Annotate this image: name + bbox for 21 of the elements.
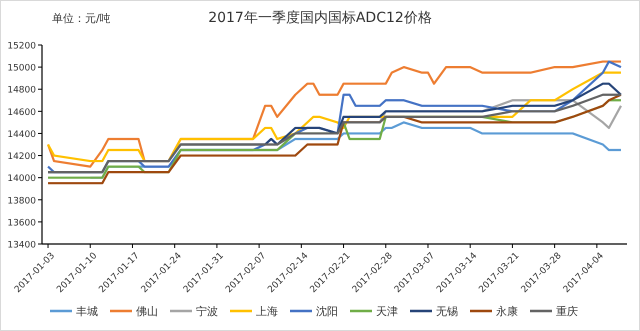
y-tick-label: 13600 <box>7 218 36 228</box>
text: 单位：元/吨 <box>52 12 111 25</box>
legend-label: 无锡 <box>436 305 458 318</box>
y-tick-label: 13800 <box>7 196 36 206</box>
y-tick-label: 14200 <box>7 152 36 162</box>
chart-title: 2017年一季度国内国标ADC12价格 <box>208 10 432 26</box>
y-tick-label: 14000 <box>7 174 36 184</box>
legend-label: 永康 <box>496 305 518 318</box>
y-tick-label: 15200 <box>7 42 36 52</box>
legend-label: 佛山 <box>136 305 158 318</box>
legend-label: 宁波 <box>196 305 218 318</box>
y-tick-label: 14600 <box>7 108 36 118</box>
legend-label: 丰城 <box>76 305 98 318</box>
y-tick-label: 15000 <box>7 64 36 74</box>
y-tick-label: 14400 <box>7 130 36 140</box>
y-tick-label: 13400 <box>7 240 36 250</box>
legend-label: 上海 <box>256 305 278 318</box>
y-tick-label: 14800 <box>7 86 36 96</box>
legend-label: 天津 <box>376 305 398 318</box>
legend-label: 重庆 <box>556 305 578 318</box>
legend-label: 沈阳 <box>316 305 338 318</box>
